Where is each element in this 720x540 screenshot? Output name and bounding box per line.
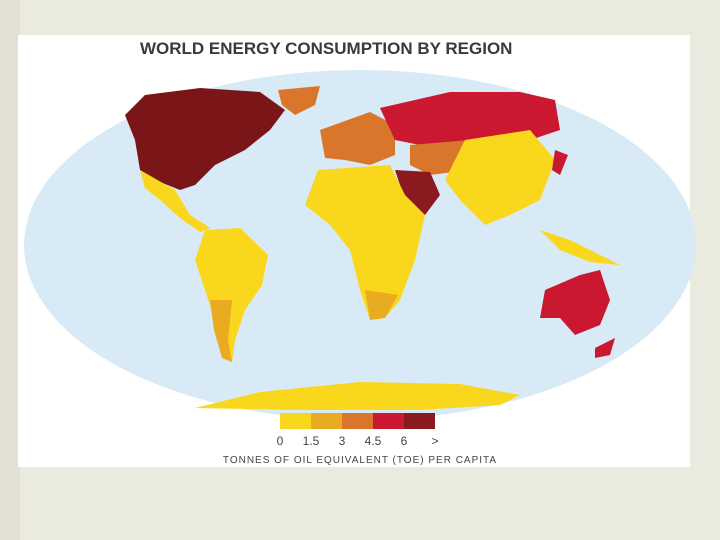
australia — [540, 270, 610, 335]
south-america — [195, 228, 268, 362]
argentina — [210, 300, 232, 362]
map-title: WORLD ENERGY CONSUMPTION BY REGION — [140, 39, 512, 58]
japan — [552, 150, 568, 175]
new-zealand — [595, 338, 615, 358]
legend-caption: TONNES OF OIL EQUIVALENT (TOE) PER CAPIT… — [223, 455, 497, 466]
north-america — [125, 88, 285, 190]
legend-tick: 0 — [277, 434, 284, 448]
legend-swatch — [280, 413, 311, 429]
legend: TONNES OF OIL EQUIVALENT (TOE) PER CAPIT… — [223, 413, 497, 466]
legend-tick: > — [431, 434, 438, 448]
legend-swatch — [373, 413, 404, 429]
legend-swatch — [342, 413, 373, 429]
greenland — [278, 86, 320, 115]
russia — [380, 92, 560, 145]
africa — [305, 165, 425, 320]
middle-east — [395, 170, 440, 215]
legend-tick: 4.5 — [365, 434, 382, 448]
legend-tick: 6 — [401, 434, 408, 448]
south-africa — [365, 290, 398, 320]
asia — [445, 130, 555, 225]
europe — [320, 112, 395, 165]
antarctica — [195, 382, 520, 410]
indonesia — [540, 230, 620, 265]
legend-tick: 3 — [339, 434, 346, 448]
central-america — [140, 170, 210, 232]
map — [24, 70, 696, 420]
legend-swatch — [404, 413, 435, 429]
slide-edge — [0, 0, 20, 540]
legend-tick: 1.5 — [303, 434, 320, 448]
legend-swatch — [311, 413, 342, 429]
